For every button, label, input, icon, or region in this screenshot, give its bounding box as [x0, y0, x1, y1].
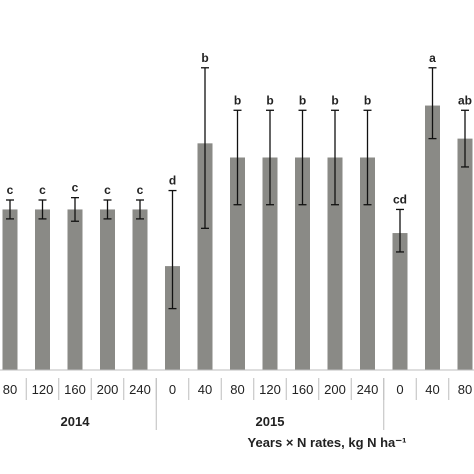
bar: [35, 209, 50, 370]
significance-letter: c: [39, 183, 46, 197]
x-tick-label: 240: [357, 382, 379, 397]
significance-letter: b: [201, 51, 208, 65]
bar: [262, 157, 278, 370]
x-tick-label: 120: [259, 382, 281, 397]
significance-letter: c: [104, 183, 111, 197]
bar: [132, 209, 148, 370]
x-tick-label: 160: [64, 382, 86, 397]
significance-letter: d: [169, 174, 176, 188]
significance-letter: ab: [458, 93, 472, 107]
significance-letter: b: [364, 93, 371, 107]
significance-letter: b: [331, 93, 338, 107]
x-tick-label: 200: [97, 382, 119, 397]
bar: [327, 157, 343, 370]
x-axis-title: Years × N rates, kg N ha⁻¹: [248, 435, 407, 450]
x-tick-label: 200: [324, 382, 346, 397]
bar: [165, 266, 180, 370]
x-tick-label: 80: [3, 382, 17, 397]
significance-letter: a: [429, 51, 436, 65]
x-axis: 80 120 160 200 240 0 40 80 120 160 200 240 0 40 80 2014…: [0, 369, 474, 430]
bar: [392, 233, 408, 370]
x-tick-label: 80: [230, 382, 244, 397]
significance-letter: c: [72, 181, 79, 195]
bar: [230, 157, 245, 370]
significance-letter: c: [7, 183, 14, 197]
bar: [360, 157, 375, 370]
significance-letter: cd: [393, 192, 407, 206]
significance-letter: b: [266, 93, 273, 107]
x-tick-label: 0: [396, 382, 403, 397]
bar: [100, 209, 115, 370]
x-tick-label: 160: [292, 382, 314, 397]
x-tick-label: 240: [129, 382, 151, 397]
bar: [197, 143, 213, 370]
significance-letter: b: [299, 93, 306, 107]
bar: [2, 209, 18, 370]
bar: [457, 138, 473, 370]
x-group-label: 2014: [61, 414, 91, 429]
x-tick-label: 0: [169, 382, 176, 397]
significance-letter: b: [234, 93, 241, 107]
x-tick-label: 80: [458, 382, 472, 397]
bar: [425, 105, 440, 371]
bar: [295, 157, 310, 370]
bar: [67, 209, 83, 370]
x-tick-label: 40: [198, 382, 212, 397]
x-tick-label: 40: [425, 382, 439, 397]
x-group-label: 2015: [256, 414, 285, 429]
x-tick-label: 120: [32, 382, 54, 397]
significance-letter: c: [137, 183, 144, 197]
